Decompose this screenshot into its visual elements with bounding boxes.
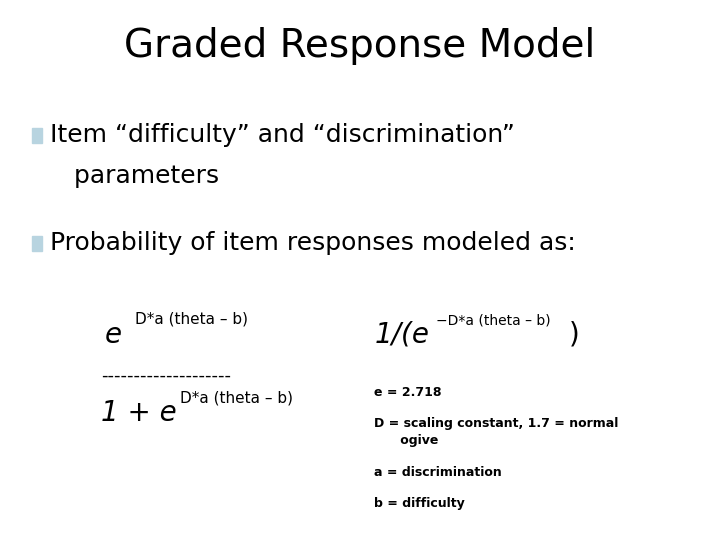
Text: e = 2.718: e = 2.718 xyxy=(374,386,442,399)
Text: D*a (theta – b): D*a (theta – b) xyxy=(180,390,293,406)
Text: D*a (theta – b): D*a (theta – b) xyxy=(135,312,248,327)
Text: 1/(e: 1/(e xyxy=(374,321,429,349)
Bar xyxy=(32,236,42,251)
Text: D = scaling constant, 1.7 = normal
      ogive: D = scaling constant, 1.7 = normal ogive xyxy=(374,417,618,448)
Text: parameters: parameters xyxy=(50,164,220,187)
Text: e: e xyxy=(104,321,122,349)
Text: b = difficulty: b = difficulty xyxy=(374,497,465,510)
Text: Item “difficulty” and “discrimination”: Item “difficulty” and “discrimination” xyxy=(50,123,516,147)
Text: a = discrimination: a = discrimination xyxy=(374,466,502,479)
Text: Probability of item responses modeled as:: Probability of item responses modeled as… xyxy=(50,231,576,255)
Text: −D*a (theta – b): −D*a (theta – b) xyxy=(436,313,550,327)
Text: 1 + e: 1 + e xyxy=(101,399,176,427)
Text: Graded Response Model: Graded Response Model xyxy=(125,27,595,65)
Text: --------------------: -------------------- xyxy=(101,367,231,384)
Bar xyxy=(32,128,42,143)
Text: ): ) xyxy=(569,321,580,349)
